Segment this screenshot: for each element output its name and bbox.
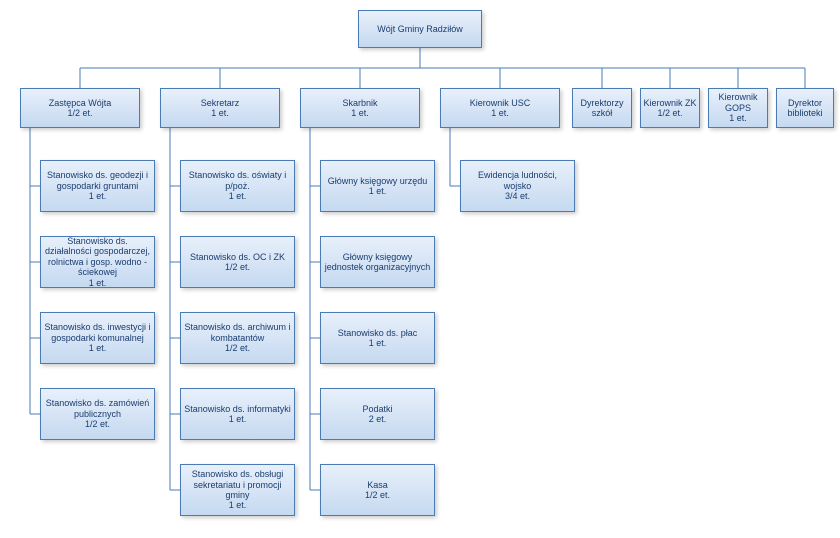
node-label: Ewidencja ludności, wojsko [463,170,572,191]
node-label: Wójt Gminy Radziłów [377,24,463,34]
org-child-zastepca-3: Stanowisko ds. zamówień publicznych1/2 e… [40,388,155,440]
node-label: Sekretarz [201,98,240,108]
node-label: Główny księgowy jednostek organizacyjnyc… [323,252,432,273]
org-l2-gops: Kierownik GOPS1 et. [708,88,768,128]
node-subtitle: 1 et. [89,191,107,201]
node-subtitle: 1 et. [229,414,247,424]
node-subtitle: 1/2 et. [85,419,110,429]
node-label: Zastępca Wójta [49,98,112,108]
node-subtitle: 1/2 et. [225,343,250,353]
node-label: Kierownik USC [470,98,531,108]
node-label: Dyrektorzy szkół [575,98,629,119]
node-label: Kasa [367,480,388,490]
org-child-sekretarz-1: Stanowisko ds. OC i ZK1/2 et. [180,236,295,288]
org-child-skarbnik-3: Podatki2 et. [320,388,435,440]
node-label: Skarbnik [342,98,377,108]
org-child-usc-0: Ewidencja ludności, wojsko3/4 et. [460,160,575,212]
node-subtitle: 1/2 et. [365,490,390,500]
node-label: Stanowisko ds. geodezji i gospodarki gru… [43,170,152,191]
org-l2-zastepca: Zastępca Wójta1/2 et. [20,88,140,128]
node-subtitle: 2 et. [369,414,387,424]
org-root: Wójt Gminy Radziłów [358,10,482,48]
node-subtitle: 1 et. [229,191,247,201]
node-label: Dyrektor biblioteki [779,98,831,119]
node-subtitle: 3/4 et. [505,191,530,201]
node-label: Kierownik GOPS [711,92,765,113]
node-subtitle: 1 et. [229,500,247,510]
node-subtitle: 1/2 et. [225,262,250,272]
node-label: Stanowisko ds. płac [338,328,418,338]
node-subtitle: 1 et. [369,186,387,196]
org-child-skarbnik-1: Główny księgowy jednostek organizacyjnyc… [320,236,435,288]
node-label: Stanowisko ds. inwestycji i gospodarki k… [43,322,152,343]
node-label: Stanowisko ds. oświaty i p/poż. [183,170,292,191]
node-label: Główny księgowy urzędu [328,176,428,186]
org-l2-zk: Kierownik ZK1/2 et. [640,88,700,128]
org-child-sekretarz-3: Stanowisko ds. informatyki1 et. [180,388,295,440]
org-l2-sekretarz: Sekretarz1 et. [160,88,280,128]
node-label: Kierownik ZK [643,98,696,108]
org-child-sekretarz-2: Stanowisko ds. archiwum i kombatantów1/2… [180,312,295,364]
org-child-zastepca-2: Stanowisko ds. inwestycji i gospodarki k… [40,312,155,364]
node-subtitle: 1 et. [89,343,107,353]
node-label: Stanowisko ds. archiwum i kombatantów [183,322,292,343]
node-subtitle: 1 et. [211,108,229,118]
org-child-sekretarz-4: Stanowisko ds. obsługi sekretariatu i pr… [180,464,295,516]
org-l2-bibl: Dyrektor biblioteki [776,88,834,128]
org-l2-dyrszkol: Dyrektorzy szkół [572,88,632,128]
node-label: Stanowisko ds. obsługi sekretariatu i pr… [183,469,292,500]
node-subtitle: 1 et. [369,338,387,348]
org-l2-usc: Kierownik USC1 et. [440,88,560,128]
node-label: Stanowisko ds. OC i ZK [190,252,285,262]
org-child-skarbnik-4: Kasa1/2 et. [320,464,435,516]
node-subtitle: 1/2 et. [67,108,92,118]
org-child-sekretarz-0: Stanowisko ds. oświaty i p/poż.1 et. [180,160,295,212]
node-subtitle: 1 et. [729,113,747,123]
org-child-skarbnik-0: Główny księgowy urzędu1 et. [320,160,435,212]
org-child-zastepca-1: Stanowisko ds. działalności gospodarczej… [40,236,155,288]
org-child-skarbnik-2: Stanowisko ds. płac1 et. [320,312,435,364]
node-subtitle: 1 et. [89,278,107,288]
org-l2-skarbnik: Skarbnik1 et. [300,88,420,128]
node-subtitle: 1 et. [491,108,509,118]
org-child-zastepca-0: Stanowisko ds. geodezji i gospodarki gru… [40,160,155,212]
node-label: Stanowisko ds. informatyki [184,404,291,414]
node-subtitle: 1/2 et. [657,108,682,118]
node-label: Stanowisko ds. działalności gospodarczej… [43,236,152,277]
node-label: Stanowisko ds. zamówień publicznych [43,398,152,419]
node-subtitle: 1 et. [351,108,369,118]
node-label: Podatki [362,404,392,414]
